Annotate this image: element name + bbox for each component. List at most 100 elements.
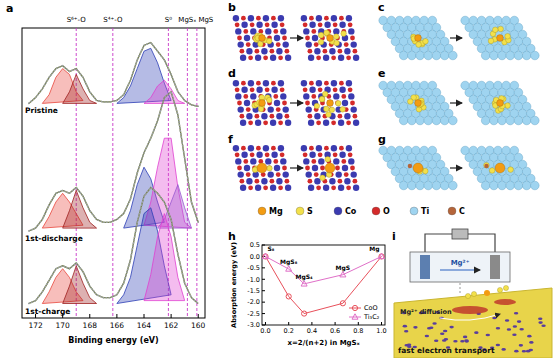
atom-co (278, 145, 284, 151)
surface-atom (404, 330, 408, 333)
atom-co (283, 41, 289, 47)
y-tick (262, 302, 265, 303)
surface-atom (505, 319, 509, 322)
atom-mg (484, 290, 490, 296)
atom-o (331, 185, 336, 190)
atom-o (265, 22, 270, 27)
fit-component (63, 74, 97, 103)
atom-co (308, 185, 314, 191)
surface-atom (463, 336, 467, 339)
atom-ti (506, 181, 515, 190)
atom-o (255, 49, 260, 54)
panel-label: g (378, 133, 386, 146)
atom-co (261, 178, 267, 184)
point-annotation: S₈ (267, 245, 274, 252)
atom-s (266, 97, 272, 103)
series-marker (379, 253, 385, 258)
atom-o (311, 159, 316, 164)
atom-o (240, 49, 245, 54)
atom-co (353, 185, 359, 191)
y-tick (262, 245, 265, 246)
reference-line (196, 28, 197, 318)
atom-o (350, 36, 355, 41)
atom-co (250, 93, 256, 99)
surface-atom (527, 335, 531, 338)
surface-atom (541, 324, 545, 327)
atom-s (505, 33, 511, 39)
atom-o (235, 152, 240, 157)
atom-co (250, 158, 256, 164)
atom-co (308, 55, 314, 61)
atom-co (339, 22, 345, 28)
x-tick-label: 164 (137, 321, 152, 330)
atom-co (351, 106, 357, 112)
atom-o (246, 172, 251, 177)
atom-co (280, 93, 286, 99)
atom-ti (531, 181, 540, 190)
atom-ti (514, 181, 523, 190)
surface-atom (453, 340, 457, 343)
atom-s (335, 100, 341, 106)
atom-co (276, 113, 282, 119)
atom-co (309, 152, 315, 158)
point-annotation: MgS₈ (280, 258, 298, 266)
surface-atom (529, 349, 533, 352)
atom-ti (490, 181, 499, 190)
panel-label: b (228, 1, 236, 14)
atom-ti (449, 181, 458, 190)
atom-ti (481, 181, 490, 190)
atom-co (246, 48, 252, 54)
y-tick-label: 0.5 (250, 241, 260, 249)
atom-o (344, 172, 349, 177)
surface-atom (519, 344, 523, 347)
atom-o (270, 49, 275, 54)
atom-co (344, 113, 350, 119)
atom-co (306, 171, 312, 177)
atom-co (265, 158, 271, 164)
atom-o (305, 166, 310, 171)
atom-co (329, 48, 335, 54)
atom-co (339, 87, 345, 93)
legend-atom-label: O (383, 207, 390, 216)
atom-co (255, 120, 261, 126)
atom-co (301, 15, 307, 21)
atom-ti (399, 116, 408, 125)
surface-atom (465, 340, 469, 343)
transport-label: fast electron transport (398, 346, 495, 355)
legend-label: Ti₃C₂ (363, 313, 380, 321)
atom-ti (416, 116, 425, 125)
legend-atom-label: Ti (421, 207, 429, 216)
atom-o (348, 22, 353, 27)
arrow (450, 37, 462, 38)
atom-co (301, 80, 307, 86)
atom-o (316, 55, 321, 60)
y-axis-label: Absorption energy (eV) (230, 242, 238, 328)
atom-co (323, 185, 329, 191)
atom-o (285, 114, 290, 119)
legend-atom (410, 207, 418, 215)
atom-o (235, 87, 240, 92)
surface-atom (486, 334, 490, 337)
series-marker (340, 301, 345, 306)
atom-co (348, 93, 354, 99)
atom-o (237, 101, 242, 106)
atom-s (324, 30, 330, 36)
atom-o (271, 81, 276, 86)
atom-o (339, 16, 344, 21)
x-tick (171, 314, 172, 318)
atom-co (344, 178, 350, 184)
atom-co (246, 113, 252, 119)
x-tick (89, 314, 90, 318)
atom-o (309, 16, 314, 21)
atom-co (246, 178, 252, 184)
atom-o (278, 55, 283, 60)
x-tick-label: 168 (83, 321, 98, 330)
atom-co (261, 48, 267, 54)
atom-o (350, 166, 355, 171)
atom-ti (490, 116, 499, 125)
atom-o (309, 81, 314, 86)
atom-co (324, 22, 330, 28)
atom-ti (408, 51, 417, 60)
atom-co (244, 100, 250, 106)
atom-co (327, 100, 333, 106)
